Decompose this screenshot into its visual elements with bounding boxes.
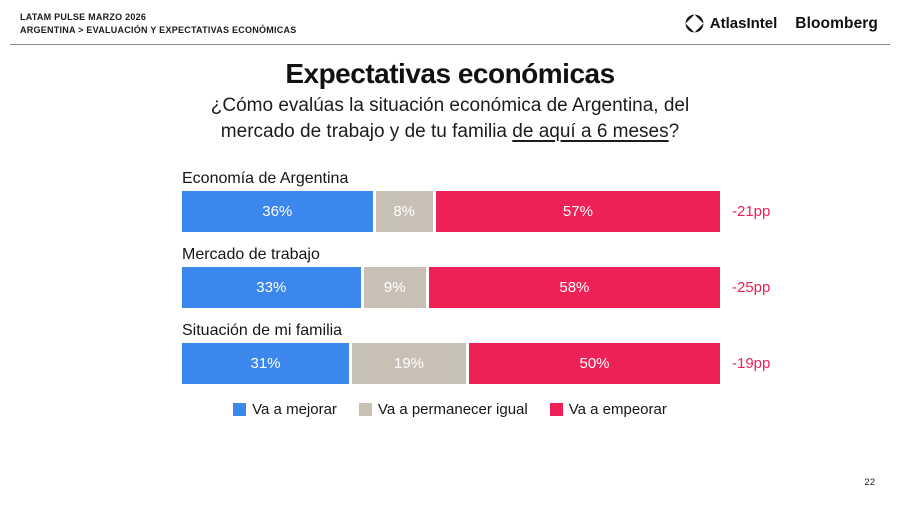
bar-chart: Economía de Argentina 36% 8% 57% -21pp Mercad… — [182, 169, 900, 384]
atlasintel-logo: AtlasIntel — [685, 14, 778, 33]
legend-label: Va a empeorar — [568, 401, 667, 418]
kicker: LATAM PULSE MARZO 2026 ARGENTINA > EVALU… — [20, 11, 296, 36]
bar-segment: 19% — [352, 343, 467, 384]
bar-category-label: Mercado de trabajo — [182, 246, 320, 263]
bar-track: 31% 19% 50% — [182, 343, 720, 384]
logos: AtlasIntel Bloomberg — [685, 11, 880, 33]
legend-item: Va a empeorar — [549, 401, 667, 418]
bar-segment: 33% — [182, 267, 361, 308]
bar-segment-value: 19% — [394, 355, 425, 372]
bar-row: Mercado de trabajo 33% 9% 58% -25pp — [182, 245, 900, 308]
header-divider — [10, 44, 890, 45]
bar-segment: 57% — [435, 191, 720, 232]
legend-swatch — [358, 403, 372, 416]
bar-segment: 50% — [469, 343, 720, 384]
subtitle-line-1: ¿Cómo evalúas la situación económica de … — [210, 95, 690, 116]
bar-row: Economía de Argentina 36% 8% 57% -21pp — [182, 169, 900, 232]
subtitle-underlined-phrase: de aquí a 6 meses — [512, 121, 669, 142]
header: LATAM PULSE MARZO 2026 ARGENTINA > EVALU… — [0, 0, 900, 36]
bar-segment-value: 31% — [250, 355, 281, 372]
atlasintel-diamond-icon — [685, 14, 704, 33]
bar-segment: 8% — [375, 191, 433, 232]
atlasintel-wordmark: AtlasIntel — [709, 15, 778, 32]
bar-line: 33% 9% 58% -25pp — [182, 267, 900, 308]
bar-segment: 36% — [182, 191, 373, 232]
bar-segment: 31% — [182, 343, 350, 384]
bar-segment: 9% — [363, 267, 426, 308]
bar-segment-value: 36% — [262, 203, 293, 220]
bar-segment-value: 9% — [383, 279, 406, 296]
bar-segment-value: 50% — [579, 355, 610, 372]
bar-segment-value: 33% — [256, 279, 287, 296]
page-title: Expectativas económicas — [285, 58, 615, 89]
page-number: 22 — [864, 477, 875, 488]
bloomberg-wordmark: Bloomberg — [795, 14, 878, 32]
legend-label: Va a mejorar — [252, 401, 337, 418]
bar-row: Situación de mi familia 31% 19% 50% -19pp — [182, 321, 900, 384]
bar-segment-value: 58% — [559, 279, 590, 296]
legend-label: Va a permanecer igual — [377, 401, 528, 418]
bar-delta-label: -19pp — [732, 355, 771, 372]
bar-delta-label: -21pp — [732, 203, 771, 220]
legend-item: Va a mejorar — [233, 401, 337, 418]
bar-delta-label: -25pp — [732, 279, 771, 296]
question-subtitle: ¿Cómo evalúas la situación económica de … — [0, 93, 900, 145]
bar-line: 36% 8% 57% -21pp — [182, 191, 900, 232]
legend-item: Va a permanecer igual — [358, 401, 528, 418]
bar-track: 33% 9% 58% — [182, 267, 720, 308]
kicker-line-2: ARGENTINA > EVALUACIÓN Y EXPECTATIVAS EC… — [20, 24, 297, 35]
bar-segment-value: 8% — [393, 203, 416, 220]
bar-track: 36% 8% 57% — [182, 191, 720, 232]
bar-category-label: Situación de mi familia — [182, 322, 343, 339]
subtitle-line-2: mercado de trabajo y de tu familia de aq… — [220, 121, 680, 142]
kicker-line-1: LATAM PULSE MARZO 2026 — [20, 12, 147, 22]
bar-segment-value: 57% — [562, 203, 593, 220]
bar-line: 31% 19% 50% -19pp — [182, 343, 900, 384]
bar-segment: 58% — [428, 267, 720, 308]
chart-legend: Va a mejorar Va a permanecer igual Va a em… — [0, 401, 900, 418]
bar-category-label: Economía de Argentina — [182, 170, 349, 187]
legend-swatch — [233, 403, 247, 416]
legend-swatch — [549, 403, 563, 416]
